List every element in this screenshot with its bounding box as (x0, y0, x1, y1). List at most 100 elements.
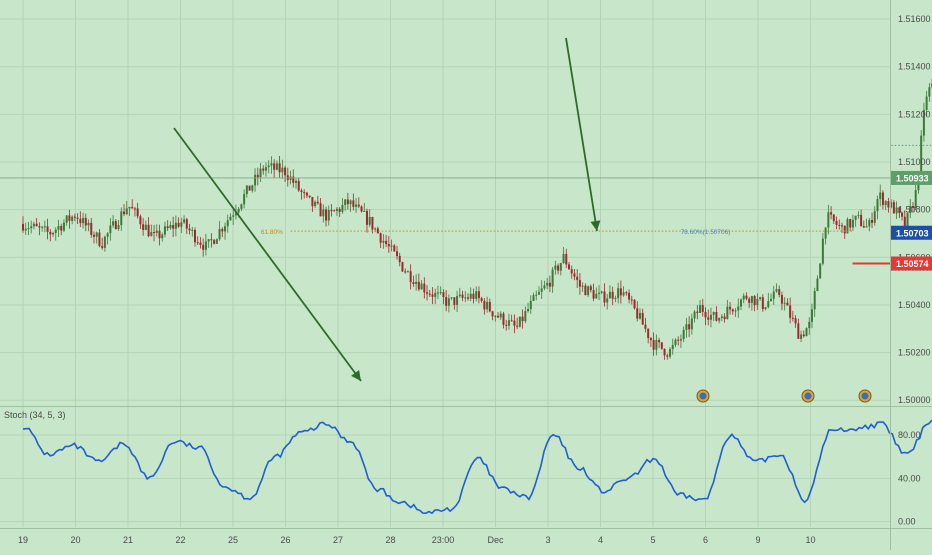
candle-body (873, 211, 876, 223)
candle-body (79, 218, 82, 224)
candle-body (510, 320, 513, 322)
candle-body (729, 306, 732, 310)
candle-body (251, 185, 254, 191)
candle-body (314, 201, 317, 207)
trend-arrow-down-left[interactable] (173, 127, 362, 382)
candle-body (436, 292, 439, 294)
candle-body (709, 314, 712, 320)
candle-body (922, 109, 925, 136)
candle-body (300, 190, 303, 193)
candle-body (548, 282, 551, 287)
candle-body (537, 291, 540, 295)
candle-body (630, 299, 633, 301)
candle-body (854, 215, 857, 220)
candle-body (202, 244, 205, 250)
candle-body (638, 312, 641, 319)
candle-body (813, 291, 816, 310)
candle-body (871, 220, 874, 223)
candle-body (417, 281, 420, 290)
candle-body (349, 200, 352, 205)
candle-body (677, 339, 680, 341)
candle-body (546, 282, 549, 286)
candle-body (330, 209, 333, 211)
candle-body (810, 309, 813, 322)
event-icons[interactable] (696, 389, 872, 403)
candle-body (682, 329, 685, 340)
candle-body (406, 271, 409, 273)
price-level-badge[interactable] (891, 225, 932, 240)
candle-body (245, 185, 248, 195)
candle-body (232, 215, 235, 217)
candle-body (60, 226, 63, 231)
candle-body (346, 199, 349, 205)
candle-body (316, 201, 319, 204)
candle-body (679, 339, 682, 341)
candle-body (737, 306, 740, 311)
price-tick-label: 1.50200 (898, 348, 931, 358)
candle-body (524, 311, 527, 322)
candle-body (578, 280, 581, 287)
candle-body (734, 310, 737, 312)
candle-body (884, 201, 887, 206)
candle-body (117, 225, 120, 229)
candle-body (739, 299, 742, 307)
candle-body (783, 302, 786, 304)
candle-body (603, 291, 606, 303)
candle-body (153, 232, 156, 234)
candle-body (778, 289, 781, 295)
candle-body (491, 311, 494, 317)
trend-arrow-down-right[interactable] (565, 37, 598, 232)
candle-body (199, 242, 202, 245)
candle-body (311, 197, 314, 207)
candle-body (262, 168, 265, 171)
time-tick-label: 9 (755, 535, 760, 545)
economic-event-icon-inner (861, 392, 869, 400)
candle-body (155, 230, 158, 233)
fib-label: 78.60%(1.50706) (681, 229, 731, 236)
candle-body (275, 163, 278, 170)
candle-body (305, 192, 308, 196)
candle-body (619, 288, 622, 296)
economic-event-icon-inner (699, 392, 707, 400)
candle-body (851, 219, 854, 228)
candle-body (409, 271, 412, 283)
price-level-badge[interactable] (891, 170, 932, 185)
candle-body (598, 292, 601, 294)
candle-body (185, 219, 188, 229)
candle-body (903, 216, 906, 228)
candle-body (68, 215, 71, 221)
candle-body (532, 295, 535, 301)
candle-body (928, 87, 931, 97)
candle-body (335, 208, 338, 211)
candle-body (759, 297, 762, 299)
trend-arrow-down-left-head (351, 369, 361, 381)
price-level-badge-text: 1.50574 (896, 259, 929, 269)
candle-body (204, 241, 207, 250)
candle-body (868, 220, 871, 227)
candle-body (120, 211, 123, 226)
candle-body (393, 245, 396, 252)
time-tick-label: 3 (545, 535, 550, 545)
candle-body (90, 222, 93, 235)
candle-body (824, 227, 827, 239)
candle-body (169, 225, 172, 229)
candle-body (797, 323, 800, 339)
candle-body (554, 265, 557, 270)
stoch-indicator-label[interactable]: Stoch (34, 5, 3) (4, 410, 66, 420)
candle-body (98, 232, 101, 247)
candle-body (543, 285, 546, 289)
candle-body (756, 298, 759, 306)
candle-body (658, 339, 661, 343)
candle-body (892, 202, 895, 214)
candle-body (516, 325, 519, 327)
candle-body (483, 300, 486, 310)
candle-body (210, 239, 213, 241)
candle-body (649, 338, 652, 341)
candle-body (114, 221, 117, 229)
candle-body (780, 294, 783, 304)
candle-body (224, 226, 227, 232)
price-level-badge[interactable] (891, 256, 932, 271)
